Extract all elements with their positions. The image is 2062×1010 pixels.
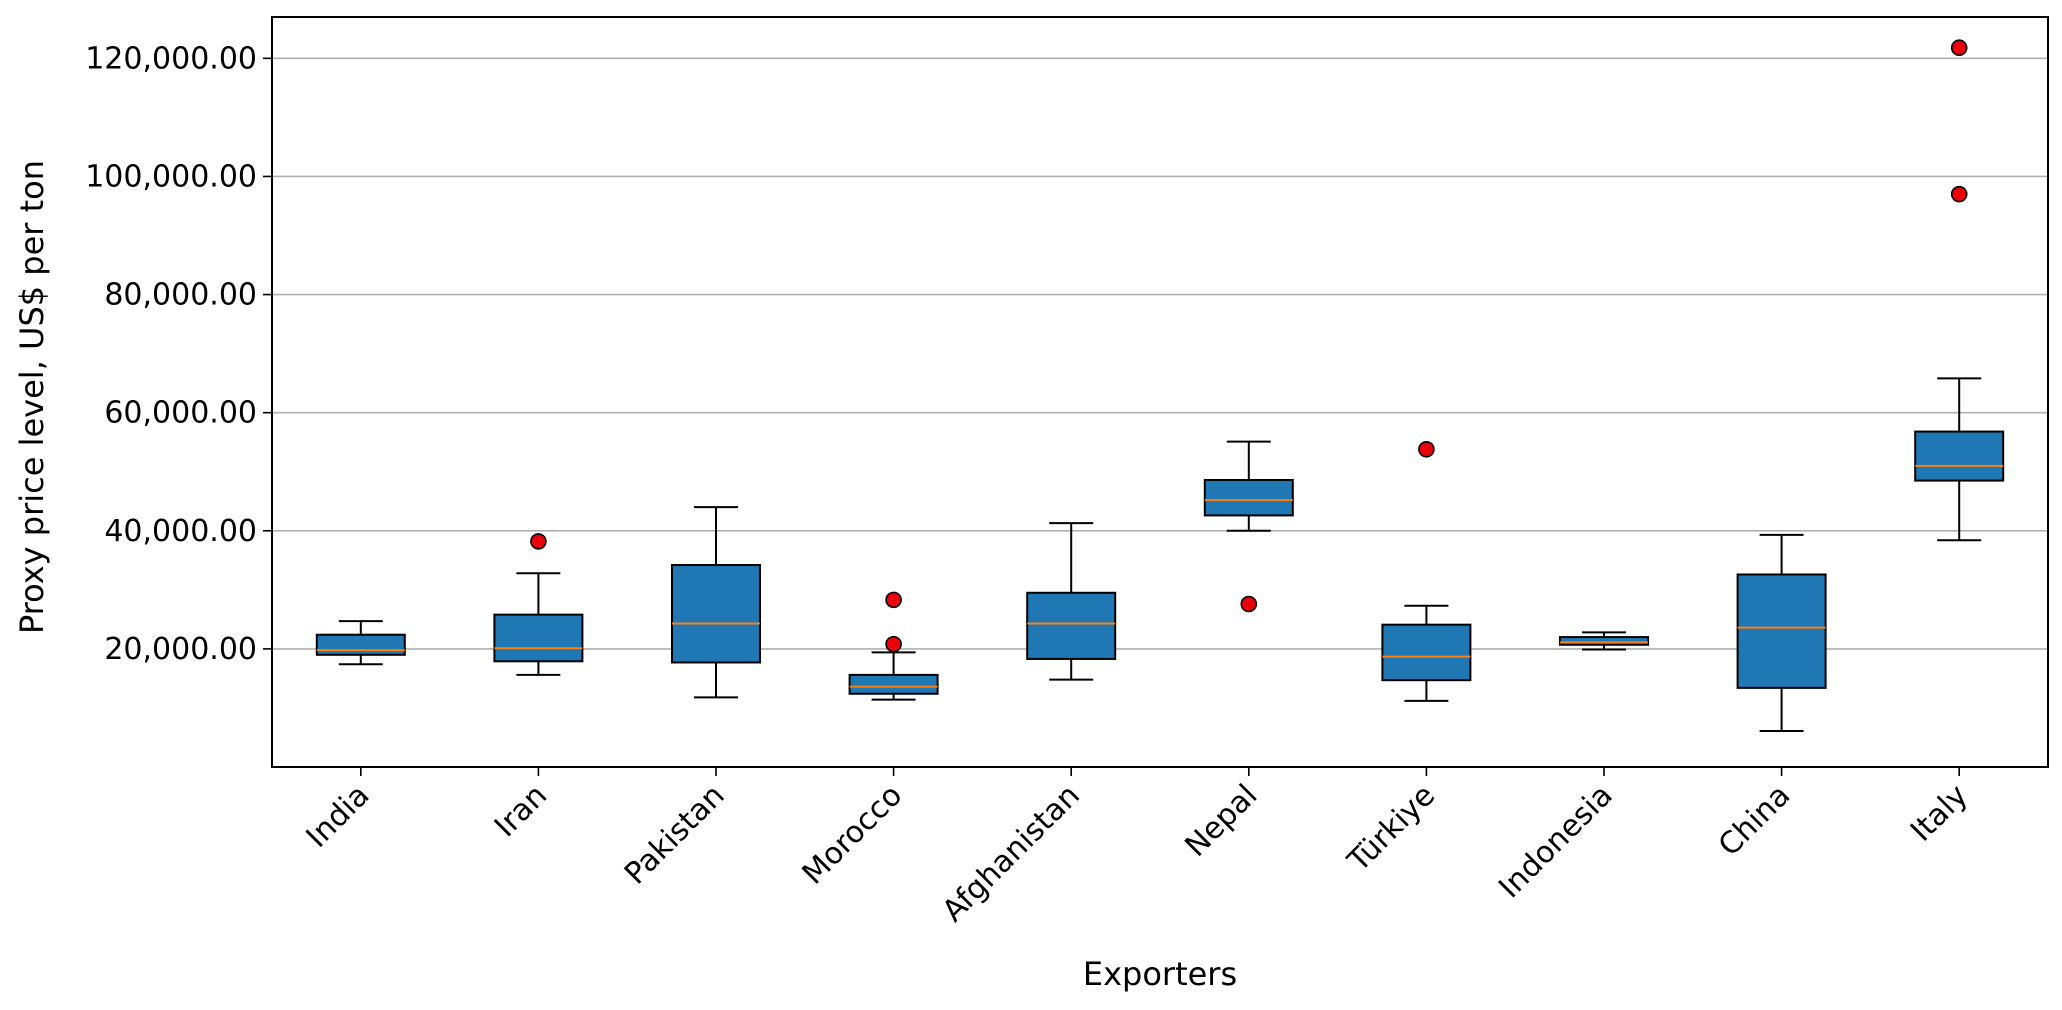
outlier-point xyxy=(1950,185,1968,203)
y-tick-label: 40,000.00 xyxy=(104,514,257,549)
iqr-box xyxy=(1736,573,1827,689)
iqr-box xyxy=(1026,591,1117,660)
outlier-point xyxy=(885,591,902,609)
y-tick-label: 60,000.00 xyxy=(104,396,257,431)
iqr-box xyxy=(1914,430,2005,482)
box-india xyxy=(315,620,406,666)
x-tick-label: India xyxy=(300,778,377,855)
x-tick-label: Afghanistan xyxy=(936,778,1087,929)
iqr-box xyxy=(1559,636,1649,646)
box-indonesia xyxy=(1559,631,1649,651)
y-axis-ticks: 20,000.00 40,000.00 60,000.00 80,000.00 100,… xyxy=(85,41,272,667)
y-tick-label: 80,000.00 xyxy=(104,278,257,313)
iqr-box xyxy=(671,564,761,664)
plot-area-frame xyxy=(271,16,2049,768)
x-tick-label: Morocco xyxy=(796,778,910,892)
outlier-point xyxy=(885,635,902,653)
outlier-point xyxy=(1418,440,1435,458)
y-tick-label: 100,000.00 xyxy=(85,159,257,194)
y-tick-label: 120,000.00 xyxy=(85,41,257,76)
iqr-box xyxy=(315,633,406,656)
iqr-box xyxy=(493,613,584,663)
x-tick-label: Nepal xyxy=(1178,778,1264,864)
iqr-box xyxy=(848,673,939,695)
box-pakistan xyxy=(671,506,761,699)
x-tick-label: Türkiye xyxy=(1341,778,1442,879)
box-nepal xyxy=(1203,440,1294,613)
box-morocco xyxy=(848,591,939,701)
x-tick-label: Indonesia xyxy=(1492,778,1619,905)
outlier-point xyxy=(1240,595,1258,613)
box-türkiye xyxy=(1381,440,1472,702)
box-italy xyxy=(1914,39,2005,542)
x-tick-label: China xyxy=(1712,778,1797,863)
x-axis-label: Exporters xyxy=(1083,955,1237,993)
x-tick-label: Iran xyxy=(488,778,554,844)
box-afghanistan xyxy=(1026,522,1117,681)
box-iran xyxy=(493,533,584,676)
x-tick-label: Pakistan xyxy=(618,778,732,892)
x-axis-ticks: India Iran Pakistan Morocco Afghanistan Nepal… xyxy=(300,767,1975,929)
iqr-box xyxy=(1381,623,1472,682)
outlier-point xyxy=(1950,39,1968,57)
y-axis-label: Proxy price level, US$ per ton xyxy=(13,160,51,634)
iqr-box xyxy=(1203,478,1294,517)
outlier-point xyxy=(530,533,547,550)
box-china xyxy=(1736,533,1827,732)
y-tick-label: 20,000.00 xyxy=(104,632,257,667)
boxes-layer xyxy=(315,39,2005,732)
x-tick-label: Italy xyxy=(1904,778,1975,849)
